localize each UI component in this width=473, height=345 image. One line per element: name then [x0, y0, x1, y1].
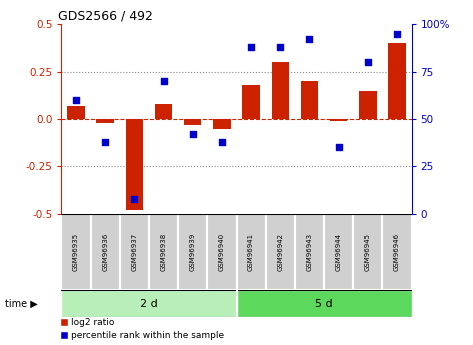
- Bar: [207, 214, 236, 290]
- Bar: [382, 214, 412, 290]
- Bar: [324, 214, 353, 290]
- Bar: [242, 85, 260, 119]
- Text: GSM96940: GSM96940: [219, 233, 225, 271]
- Bar: [96, 119, 114, 123]
- Bar: [266, 214, 295, 290]
- Text: 2 d: 2 d: [140, 299, 158, 308]
- Bar: [91, 214, 120, 290]
- Point: [335, 145, 342, 150]
- Text: GSM96945: GSM96945: [365, 233, 371, 271]
- Bar: [126, 119, 143, 210]
- Text: GDS2566 / 492: GDS2566 / 492: [58, 10, 153, 23]
- Bar: [359, 90, 377, 119]
- Bar: [178, 214, 207, 290]
- Point: [189, 131, 197, 137]
- Bar: [67, 106, 85, 119]
- Bar: [330, 119, 347, 121]
- Text: GSM96944: GSM96944: [335, 233, 342, 271]
- Text: 5 d: 5 d: [315, 299, 333, 308]
- Point: [218, 139, 226, 145]
- Text: GSM96946: GSM96946: [394, 233, 400, 271]
- Bar: [388, 43, 406, 119]
- Text: GSM96938: GSM96938: [160, 233, 166, 271]
- Point: [131, 196, 138, 201]
- Bar: [184, 119, 201, 125]
- Text: time ▶: time ▶: [5, 299, 37, 308]
- Text: GSM96935: GSM96935: [73, 233, 79, 271]
- Bar: [155, 104, 172, 119]
- Bar: [213, 119, 231, 128]
- Bar: [301, 81, 318, 119]
- Point: [101, 139, 109, 145]
- Bar: [61, 290, 236, 317]
- Text: GSM96942: GSM96942: [277, 233, 283, 271]
- Bar: [149, 214, 178, 290]
- Point: [306, 37, 313, 42]
- Text: GSM96943: GSM96943: [307, 233, 313, 271]
- Text: GSM96936: GSM96936: [102, 233, 108, 271]
- Text: GSM96937: GSM96937: [131, 233, 138, 271]
- Point: [160, 78, 167, 84]
- Bar: [272, 62, 289, 119]
- Point: [364, 59, 372, 65]
- Text: GSM96939: GSM96939: [190, 233, 196, 271]
- Text: GSM96941: GSM96941: [248, 233, 254, 271]
- Bar: [353, 214, 382, 290]
- Bar: [120, 214, 149, 290]
- Bar: [61, 214, 91, 290]
- Bar: [295, 214, 324, 290]
- Bar: [236, 214, 266, 290]
- Point: [393, 31, 401, 36]
- Legend: log2 ratio, percentile rank within the sample: log2 ratio, percentile rank within the s…: [61, 318, 224, 341]
- Point: [247, 44, 255, 50]
- Point: [276, 44, 284, 50]
- Point: [72, 97, 80, 103]
- Bar: [236, 290, 412, 317]
